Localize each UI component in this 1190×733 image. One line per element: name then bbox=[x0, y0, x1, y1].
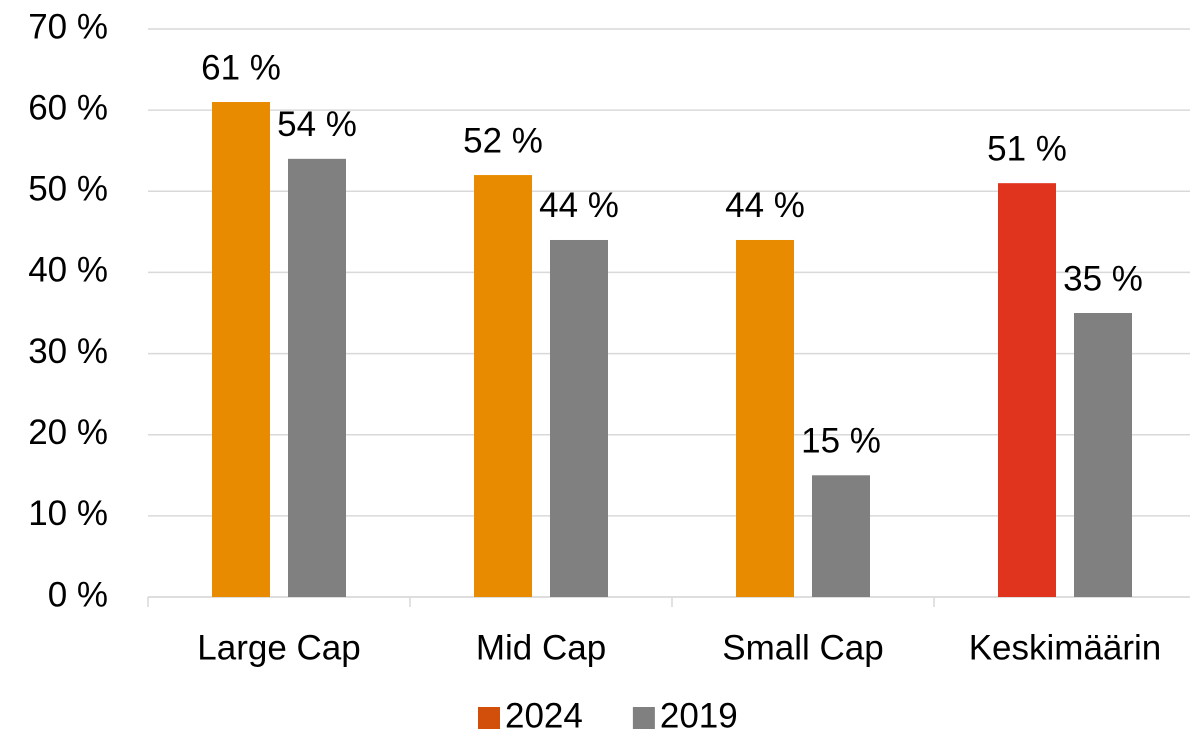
legend-label: 2019 bbox=[660, 696, 738, 733]
legend-swatch bbox=[478, 707, 500, 729]
bar bbox=[736, 239, 794, 597]
x-tick-label: Mid Cap bbox=[476, 628, 606, 667]
bar bbox=[288, 158, 346, 598]
value-label: 44 % bbox=[725, 186, 805, 225]
bar bbox=[812, 475, 870, 597]
value-label: 44 % bbox=[539, 186, 619, 225]
value-label: 35 % bbox=[1063, 259, 1143, 298]
y-tick-label: 20 % bbox=[28, 413, 108, 452]
value-label: 52 % bbox=[463, 121, 543, 160]
legend-label: 2024 bbox=[505, 696, 583, 733]
bar bbox=[550, 239, 608, 597]
y-tick-label: 60 % bbox=[28, 88, 108, 127]
value-label: 15 % bbox=[801, 422, 881, 461]
value-label: 54 % bbox=[277, 105, 357, 144]
bar bbox=[474, 175, 532, 598]
y-tick-label: 0 % bbox=[48, 575, 108, 614]
value-label: 61 % bbox=[201, 48, 281, 87]
bar bbox=[212, 102, 270, 598]
y-tick-label: 10 % bbox=[28, 494, 108, 533]
y-tick-label: 40 % bbox=[28, 251, 108, 290]
x-tick-label: Large Cap bbox=[197, 628, 360, 667]
value-label: 51 % bbox=[987, 129, 1067, 168]
x-tick-label: Small Cap bbox=[722, 628, 883, 667]
y-tick-label: 70 % bbox=[28, 7, 108, 46]
y-tick-label: 30 % bbox=[28, 332, 108, 371]
bar bbox=[998, 183, 1056, 597]
y-tick-label: 50 % bbox=[28, 170, 108, 209]
bar bbox=[1074, 313, 1132, 597]
legend-swatch bbox=[632, 707, 655, 729]
x-tick-label: Keskimäärin bbox=[969, 628, 1162, 667]
